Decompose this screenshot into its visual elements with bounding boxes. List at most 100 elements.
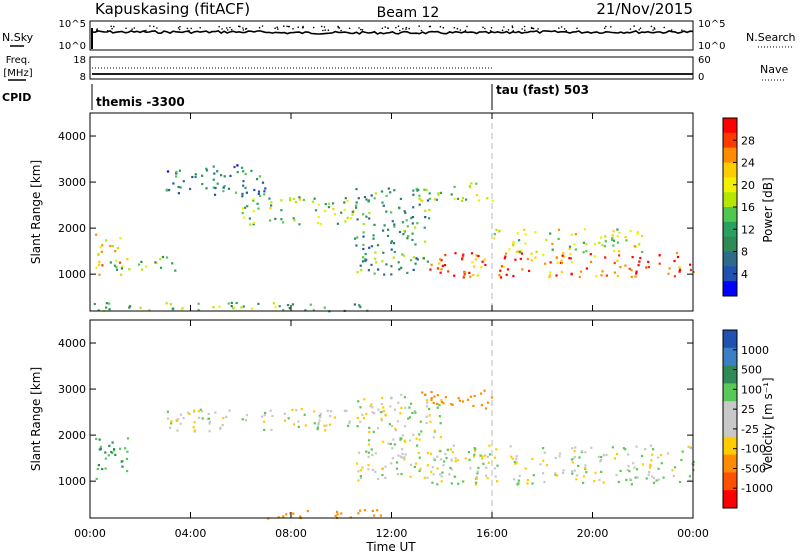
data-cell xyxy=(376,509,379,512)
nsky-label: N.Sky xyxy=(2,31,34,44)
data-cell xyxy=(534,231,537,234)
data-cell xyxy=(406,225,409,228)
data-cell xyxy=(562,472,565,475)
data-cell xyxy=(441,471,444,474)
data-cell xyxy=(660,462,663,465)
data-cell xyxy=(532,474,535,477)
beam-title: Beam 12 xyxy=(377,5,440,21)
data-cell xyxy=(232,306,235,309)
data-cell xyxy=(573,243,576,246)
data-cell xyxy=(651,453,654,456)
data-cell xyxy=(453,197,456,200)
data-cell xyxy=(542,459,545,462)
data-cell xyxy=(428,414,431,417)
data-cell xyxy=(227,302,230,305)
data-cell xyxy=(447,270,450,273)
data-cell xyxy=(241,195,244,198)
data-cell xyxy=(624,448,627,451)
data-cell xyxy=(242,216,245,219)
data-cell xyxy=(470,252,474,255)
data-cell xyxy=(678,268,682,271)
data-cell xyxy=(373,197,376,200)
data-cell xyxy=(327,202,330,205)
data-cell xyxy=(418,433,421,436)
data-cell xyxy=(648,466,651,469)
data-cell xyxy=(495,448,498,451)
data-cell xyxy=(304,309,307,312)
data-cell xyxy=(252,199,255,202)
data-cell xyxy=(225,415,228,418)
data-cell xyxy=(174,269,177,272)
nsearch-dot xyxy=(152,25,155,28)
data-cell xyxy=(426,476,429,479)
data-cell xyxy=(199,408,202,411)
data-cell xyxy=(242,207,245,210)
nsky-panel xyxy=(89,20,694,51)
data-cell xyxy=(483,258,486,261)
xtick-label: 20:00 xyxy=(577,527,609,540)
data-cell xyxy=(235,301,238,305)
data-cell xyxy=(470,182,473,185)
data-cell xyxy=(446,448,449,451)
data-cell xyxy=(373,272,376,275)
data-cell xyxy=(400,472,403,476)
data-cell xyxy=(381,467,384,471)
data-cell xyxy=(391,424,394,428)
xtick-label: 16:00 xyxy=(476,527,508,540)
data-cell xyxy=(573,455,576,459)
freq-tick-top: 18 xyxy=(73,55,86,66)
data-cell xyxy=(424,209,427,212)
data-cell xyxy=(416,258,419,261)
data-cell xyxy=(367,199,371,202)
data-cell xyxy=(189,187,192,191)
data-cell xyxy=(411,232,414,235)
data-cell xyxy=(464,457,467,460)
data-cell xyxy=(362,256,365,259)
data-cell xyxy=(376,427,380,430)
nsearch-dot xyxy=(338,27,341,29)
nsearch-dot xyxy=(324,29,327,31)
data-cell xyxy=(667,452,670,455)
data-cell xyxy=(557,237,560,240)
data-cell xyxy=(398,268,401,271)
data-cell xyxy=(355,188,358,191)
power-colorbar-tick-label: 4 xyxy=(741,268,748,281)
data-cell xyxy=(274,217,277,220)
data-cell xyxy=(408,439,412,442)
data-cell xyxy=(124,447,127,450)
data-cell xyxy=(493,237,496,240)
data-cell xyxy=(575,478,578,481)
data-cell xyxy=(437,193,440,196)
data-cell xyxy=(481,455,484,458)
data-cell xyxy=(380,411,383,414)
nsearch-dot xyxy=(149,25,151,27)
data-cell xyxy=(111,245,114,248)
data-cell xyxy=(423,476,426,479)
data-cell xyxy=(351,213,354,216)
data-cell xyxy=(365,215,368,218)
nsearch-dot xyxy=(327,29,330,32)
data-cell xyxy=(246,205,249,208)
data-cell xyxy=(98,273,101,276)
data-cell xyxy=(419,467,422,470)
data-cell xyxy=(357,197,360,200)
data-cell xyxy=(287,304,290,307)
data-cell xyxy=(412,433,415,436)
nsearch-dot xyxy=(179,25,181,28)
nsearch-dot xyxy=(186,27,189,30)
xtick-label: 00:00 xyxy=(74,527,106,540)
data-cell xyxy=(414,262,417,265)
data-cell xyxy=(403,458,406,461)
time-xaxis: 00:00 04:00 08:00 12:00 16:00 20:00 00:00 xyxy=(74,113,709,540)
nsearch-dot xyxy=(312,26,315,29)
data-cell xyxy=(380,403,384,406)
data-cell xyxy=(433,395,436,398)
data-cell xyxy=(512,275,515,278)
data-cell xyxy=(594,471,597,474)
data-cell xyxy=(636,231,639,234)
data-cell xyxy=(289,197,292,200)
data-cell xyxy=(101,264,104,267)
data-cell xyxy=(368,426,371,429)
data-cell xyxy=(671,469,674,472)
nsearch-dot xyxy=(482,26,484,29)
